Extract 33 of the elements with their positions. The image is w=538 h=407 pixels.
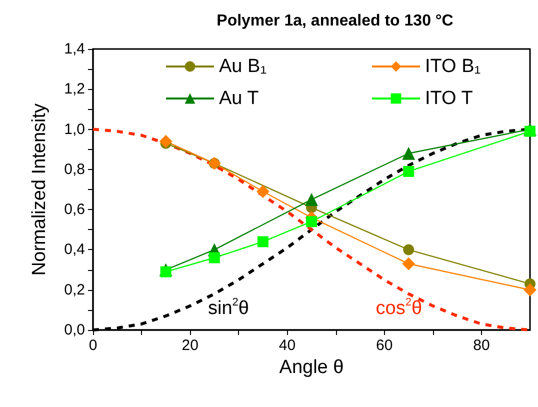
x-tick-label: 60: [376, 337, 393, 354]
x-tick-label: 20: [182, 337, 198, 354]
point: [402, 146, 416, 160]
y-tick-label: 0,6: [64, 201, 85, 218]
point: [403, 244, 414, 256]
point: [256, 185, 270, 198]
y-tick-label: 0,8: [64, 160, 85, 178]
point: [160, 266, 172, 278]
chart-title: Polymer 1a, annealed to 130 °C: [216, 12, 454, 30]
point: [403, 166, 414, 177]
point: [159, 134, 172, 148]
legend-label: ITO B₁: [425, 56, 481, 77]
point: [306, 216, 317, 228]
legend-label: Au B₁: [219, 56, 267, 77]
point: [208, 252, 220, 264]
y-tick-label: 0,4: [64, 241, 85, 258]
x-tick-label: 80: [473, 337, 490, 354]
x-tick-label: 0: [88, 337, 98, 354]
y-tick-label: 0,0: [64, 322, 85, 338]
point: [402, 257, 416, 270]
x-axis-title: Angle θ: [279, 356, 344, 378]
point: [524, 283, 536, 296]
x-tick-label: 40: [278, 337, 296, 354]
y-axis-title: Normalized Intensity: [29, 102, 50, 276]
y-tick-label: 1,0: [64, 120, 85, 138]
point: [305, 193, 318, 206]
legend-label: Au T: [219, 88, 260, 109]
point: [524, 126, 536, 137]
y-tick-label: 1,2: [64, 80, 85, 98]
point: [257, 236, 268, 248]
y-tick-label: 0,2: [64, 281, 85, 298]
legend-label: ITO T: [425, 88, 474, 109]
y-tick-label: 1,4: [64, 40, 85, 58]
